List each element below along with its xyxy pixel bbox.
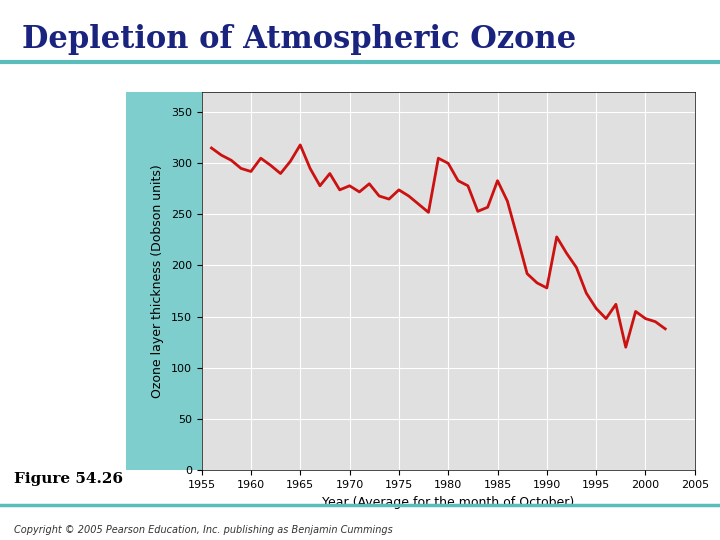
- Text: Copyright © 2005 Pearson Education, Inc. publishing as Benjamin Cummings: Copyright © 2005 Pearson Education, Inc.…: [14, 524, 393, 535]
- X-axis label: Year (Average for the month of October): Year (Average for the month of October): [322, 496, 575, 509]
- Text: Figure 54.26: Figure 54.26: [14, 472, 123, 487]
- Y-axis label: Ozone layer thickness (Dobson units): Ozone layer thickness (Dobson units): [150, 164, 164, 397]
- Text: Depletion of Atmospheric Ozone: Depletion of Atmospheric Ozone: [22, 24, 576, 55]
